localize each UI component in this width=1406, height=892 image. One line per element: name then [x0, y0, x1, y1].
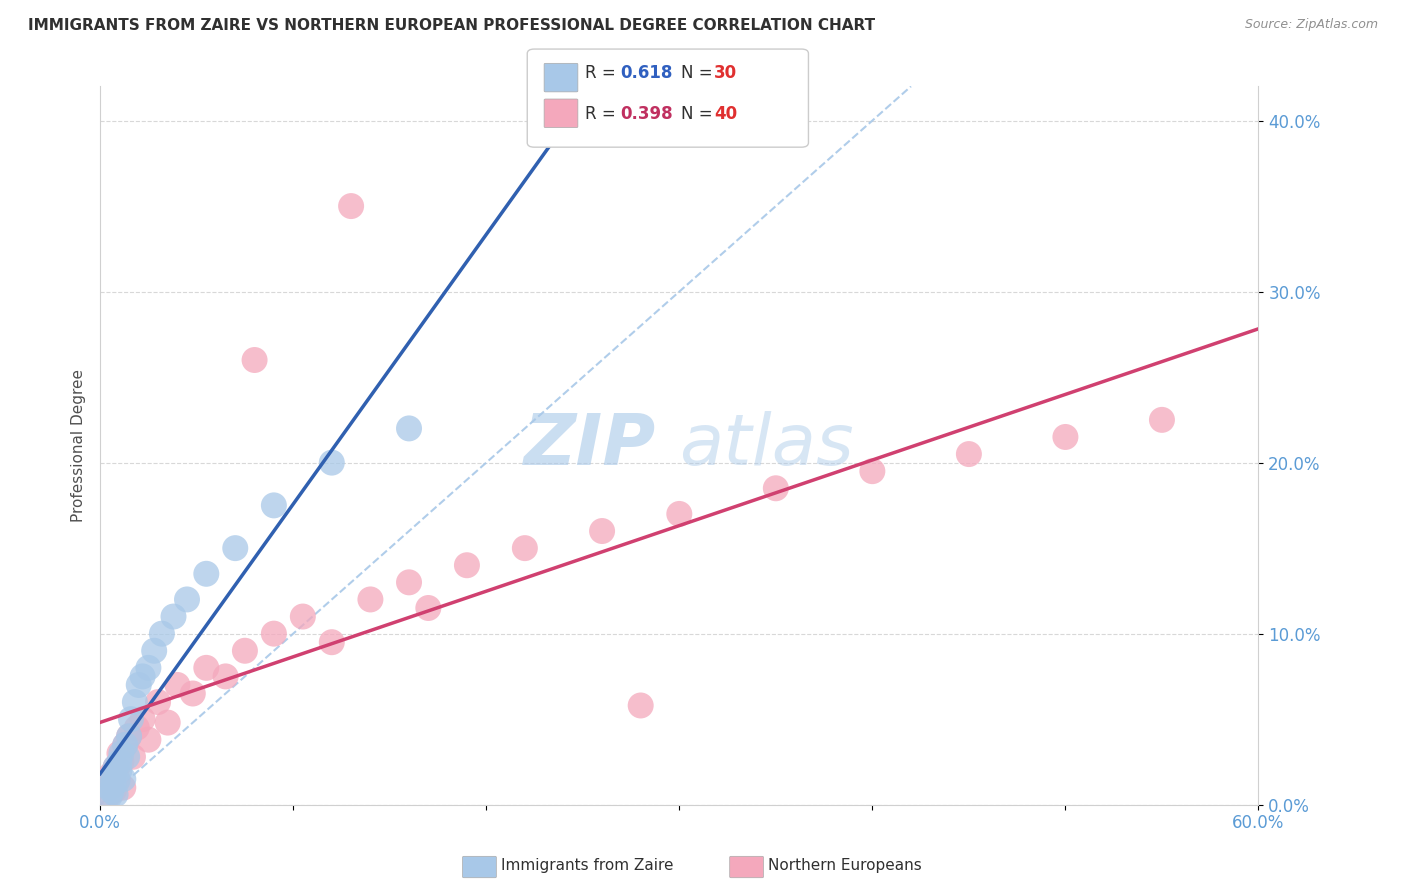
Point — [398, 575, 420, 590]
Point — [162, 609, 184, 624]
Text: 30: 30 — [714, 64, 737, 82]
Text: Immigrants from Zaire: Immigrants from Zaire — [501, 858, 673, 872]
Point — [103, 784, 125, 798]
Point — [359, 592, 381, 607]
Point — [668, 507, 690, 521]
Text: ZIP: ZIP — [524, 411, 657, 480]
Text: Northern Europeans: Northern Europeans — [768, 858, 921, 872]
Point — [224, 541, 246, 556]
Text: Source: ZipAtlas.com: Source: ZipAtlas.com — [1244, 18, 1378, 31]
Point — [321, 635, 343, 649]
Point — [118, 729, 141, 743]
Point — [138, 661, 160, 675]
Point — [112, 772, 135, 786]
Y-axis label: Professional Degree: Professional Degree — [72, 369, 86, 522]
Point — [340, 199, 363, 213]
Point — [114, 738, 136, 752]
Point — [98, 777, 121, 791]
Point — [100, 767, 122, 781]
Point — [104, 760, 127, 774]
Point — [97, 789, 120, 804]
Point — [110, 747, 132, 761]
Point — [120, 712, 142, 726]
Text: R =: R = — [585, 64, 621, 82]
Point — [263, 499, 285, 513]
Point — [143, 644, 166, 658]
Point — [103, 777, 125, 791]
Point — [181, 686, 204, 700]
Point — [107, 772, 129, 786]
Point — [124, 695, 146, 709]
Point — [166, 678, 188, 692]
Point — [104, 760, 127, 774]
Text: 0.618: 0.618 — [620, 64, 672, 82]
Point — [131, 712, 153, 726]
Point — [957, 447, 980, 461]
Point — [108, 764, 131, 778]
Point — [243, 353, 266, 368]
Point — [195, 661, 218, 675]
Point — [100, 772, 122, 786]
Point — [1150, 413, 1173, 427]
Point — [108, 747, 131, 761]
Point — [114, 738, 136, 752]
Point — [122, 749, 145, 764]
Point — [214, 669, 236, 683]
Point — [150, 626, 173, 640]
Text: IMMIGRANTS FROM ZAIRE VS NORTHERN EUROPEAN PROFESSIONAL DEGREE CORRELATION CHART: IMMIGRANTS FROM ZAIRE VS NORTHERN EUROPE… — [28, 18, 876, 33]
Point — [125, 721, 148, 735]
Point — [233, 644, 256, 658]
Text: atlas: atlas — [679, 411, 853, 480]
Point — [103, 767, 125, 781]
Point — [630, 698, 652, 713]
Point — [513, 541, 536, 556]
Point — [860, 464, 883, 478]
Point — [195, 566, 218, 581]
Text: N =: N = — [681, 64, 717, 82]
Point — [118, 729, 141, 743]
Point — [100, 784, 122, 798]
Point — [263, 626, 285, 640]
Point — [128, 678, 150, 692]
Point — [107, 773, 129, 788]
Point — [176, 592, 198, 607]
Point — [591, 524, 613, 538]
Point — [104, 788, 127, 802]
Text: 0.398: 0.398 — [620, 105, 672, 123]
Point — [156, 715, 179, 730]
Point — [110, 755, 132, 769]
Point — [131, 669, 153, 683]
Point — [146, 695, 169, 709]
Point — [291, 609, 314, 624]
Point — [765, 481, 787, 495]
Point — [112, 780, 135, 795]
Point — [398, 421, 420, 435]
Point — [1054, 430, 1077, 444]
Point — [108, 755, 131, 769]
Point — [138, 732, 160, 747]
Text: N =: N = — [681, 105, 717, 123]
Text: 40: 40 — [714, 105, 737, 123]
Text: R =: R = — [585, 105, 621, 123]
Point — [98, 780, 121, 795]
Point — [456, 558, 478, 573]
Point — [418, 601, 440, 615]
Point — [98, 789, 121, 804]
Point — [115, 749, 138, 764]
Point — [321, 456, 343, 470]
